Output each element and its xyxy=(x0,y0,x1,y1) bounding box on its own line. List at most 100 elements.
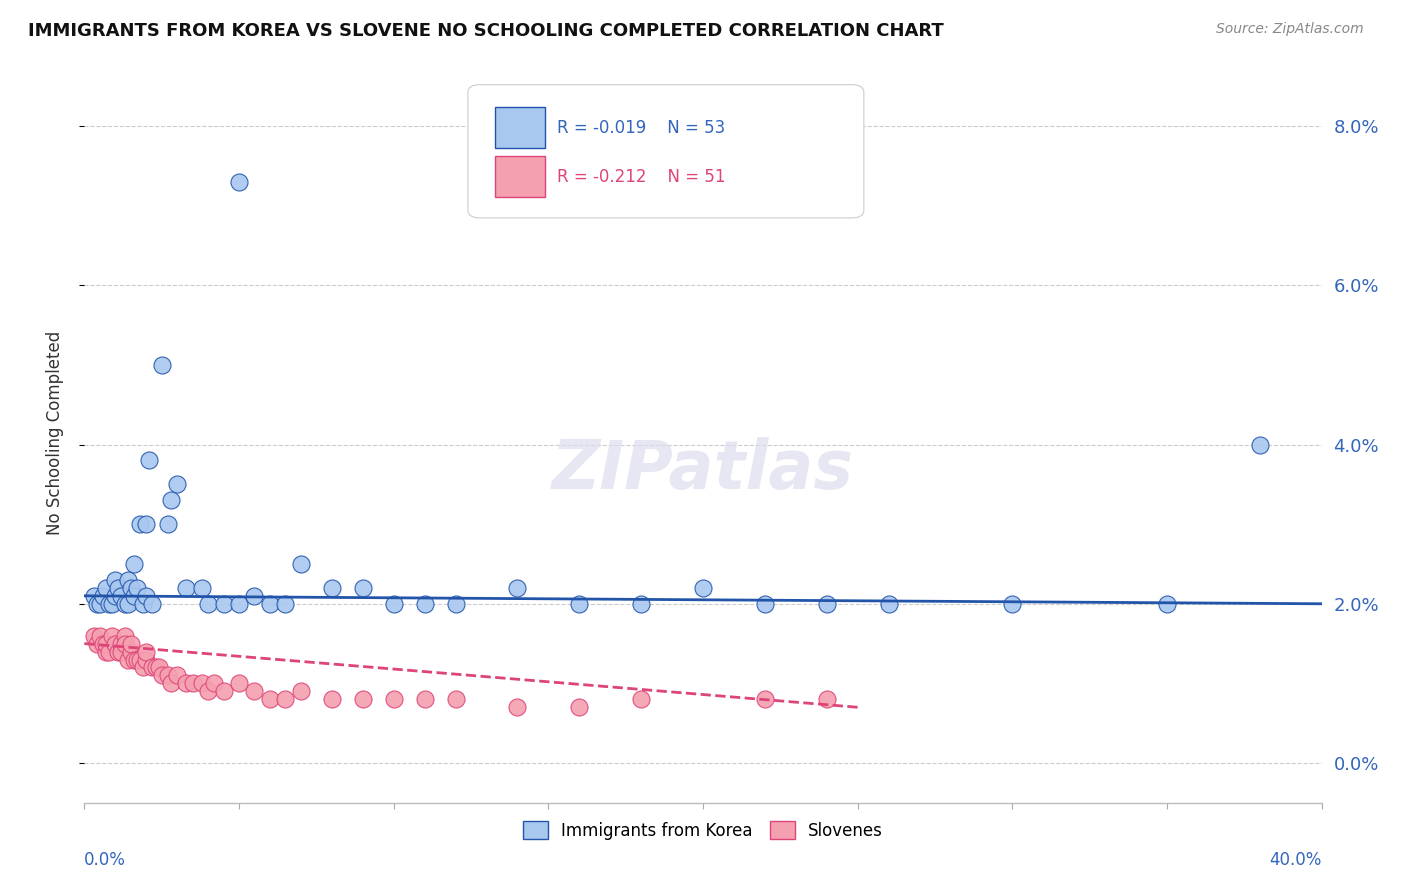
Point xyxy=(150,358,173,372)
Point xyxy=(120,644,142,658)
Point xyxy=(117,573,139,587)
Point xyxy=(568,700,591,714)
Point xyxy=(122,589,145,603)
Point xyxy=(141,597,163,611)
Text: 40.0%: 40.0% xyxy=(1270,851,1322,869)
Point xyxy=(125,652,148,666)
Point xyxy=(212,684,235,698)
Point xyxy=(212,597,235,611)
Point xyxy=(86,637,108,651)
Point xyxy=(506,581,529,595)
Point xyxy=(83,629,105,643)
Point xyxy=(630,597,652,611)
Point xyxy=(89,629,111,643)
Point xyxy=(132,597,155,611)
Point xyxy=(413,597,436,611)
Point xyxy=(228,175,250,189)
Point xyxy=(98,597,121,611)
Point xyxy=(506,700,529,714)
Point xyxy=(117,597,139,611)
Point xyxy=(202,676,225,690)
Point xyxy=(104,637,127,651)
Point xyxy=(352,581,374,595)
Point xyxy=(101,597,124,611)
Point xyxy=(228,597,250,611)
Point xyxy=(91,637,114,651)
Point xyxy=(89,597,111,611)
Point xyxy=(91,589,114,603)
Point xyxy=(135,652,157,666)
Point xyxy=(413,692,436,706)
Point xyxy=(692,581,714,595)
Point xyxy=(141,660,163,674)
Point xyxy=(94,644,117,658)
Point xyxy=(150,668,173,682)
Point xyxy=(138,453,160,467)
Point xyxy=(191,581,214,595)
Point xyxy=(120,581,142,595)
Text: ZIPatlas: ZIPatlas xyxy=(553,437,853,502)
Point xyxy=(132,660,155,674)
Point xyxy=(148,660,170,674)
Point xyxy=(274,692,297,706)
Point xyxy=(104,589,127,603)
Point xyxy=(145,660,167,674)
Point xyxy=(176,676,198,690)
Text: R = -0.212    N = 51: R = -0.212 N = 51 xyxy=(557,169,725,186)
Point xyxy=(110,644,132,658)
Point xyxy=(1249,437,1271,451)
Point xyxy=(1001,597,1024,611)
Point xyxy=(125,581,148,595)
Point xyxy=(114,597,136,611)
Point xyxy=(160,676,183,690)
Point xyxy=(243,589,266,603)
Point xyxy=(83,589,105,603)
Y-axis label: No Schooling Completed: No Schooling Completed xyxy=(45,331,63,534)
Text: IMMIGRANTS FROM KOREA VS SLOVENE NO SCHOOLING COMPLETED CORRELATION CHART: IMMIGRANTS FROM KOREA VS SLOVENE NO SCHO… xyxy=(28,22,943,40)
Point xyxy=(94,637,117,651)
Point xyxy=(444,692,467,706)
Point xyxy=(156,517,179,532)
Point xyxy=(274,597,297,611)
Point xyxy=(156,668,179,682)
Point xyxy=(815,692,838,706)
Point xyxy=(290,557,312,571)
Text: 0.0%: 0.0% xyxy=(84,851,127,869)
Point xyxy=(135,589,157,603)
Legend: Immigrants from Korea, Slovenes: Immigrants from Korea, Slovenes xyxy=(516,814,890,847)
Point xyxy=(815,597,838,611)
Point xyxy=(107,581,129,595)
Point xyxy=(86,597,108,611)
Point xyxy=(1156,597,1178,611)
Point xyxy=(382,597,405,611)
Point xyxy=(129,517,152,532)
Point xyxy=(120,637,142,651)
FancyBboxPatch shape xyxy=(468,85,863,218)
Point xyxy=(122,652,145,666)
Point xyxy=(243,684,266,698)
Point xyxy=(135,644,157,658)
Point xyxy=(259,692,281,706)
Point xyxy=(166,477,188,491)
Point xyxy=(259,597,281,611)
Point xyxy=(110,589,132,603)
Point xyxy=(568,597,591,611)
Point xyxy=(114,629,136,643)
Point xyxy=(122,557,145,571)
Point xyxy=(754,597,776,611)
Point xyxy=(228,676,250,690)
Point xyxy=(197,684,219,698)
Point xyxy=(352,692,374,706)
Point xyxy=(114,637,136,651)
Point xyxy=(98,644,121,658)
Point xyxy=(117,652,139,666)
Point xyxy=(166,668,188,682)
Point xyxy=(110,637,132,651)
Point xyxy=(104,573,127,587)
Point xyxy=(160,493,183,508)
Point xyxy=(290,684,312,698)
Point xyxy=(176,581,198,595)
FancyBboxPatch shape xyxy=(495,107,544,147)
Point xyxy=(754,692,776,706)
Point xyxy=(129,652,152,666)
